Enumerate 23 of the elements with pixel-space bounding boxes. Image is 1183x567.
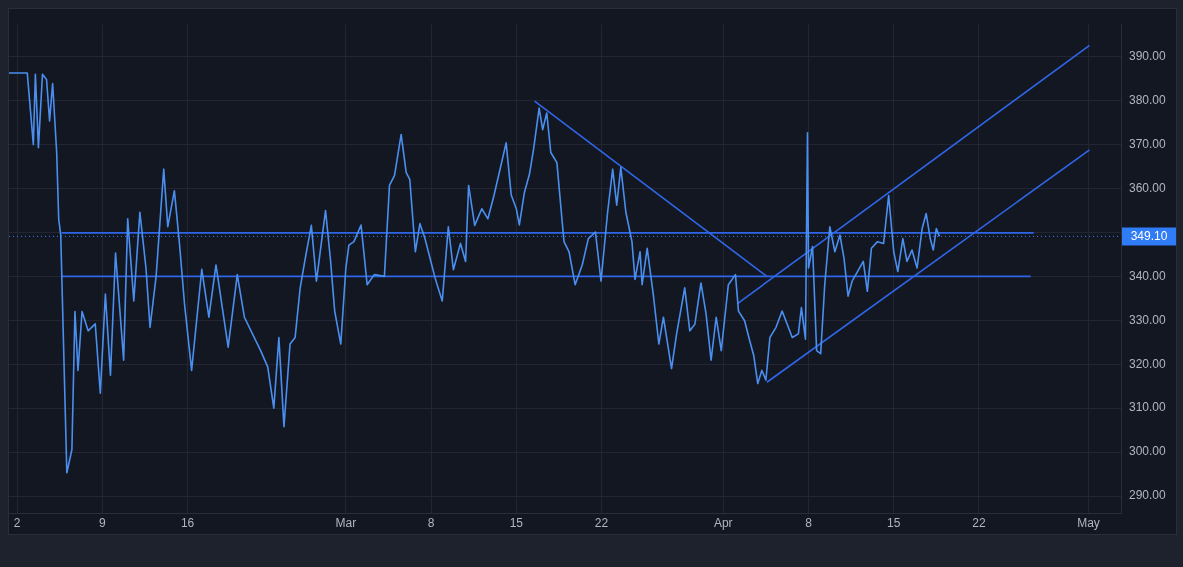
x-tick-label: 15 — [887, 516, 901, 531]
x-tick-label: Apr — [713, 516, 733, 531]
y-tick-label: 390.00 — [1129, 49, 1167, 64]
x-tick-label: May — [1077, 516, 1100, 531]
x-tick-label: Mar — [335, 516, 357, 531]
x-tick-label: 2 — [13, 516, 21, 531]
x-tick-label: 9 — [99, 516, 106, 531]
x-tick-label: 16 — [180, 516, 195, 531]
ref-line-label: 349.10 — [1130, 228, 1168, 243]
y-tick-label: 300.00 — [1129, 444, 1167, 459]
y-tick-label: 330.00 — [1129, 312, 1167, 327]
x-tick-label: 22 — [594, 516, 609, 531]
y-tick-label: 290.00 — [1129, 488, 1167, 503]
y-tick-label: 360.00 — [1129, 180, 1167, 195]
x-tick-label: 8 — [805, 516, 813, 531]
x-tick-label: 22 — [972, 516, 986, 531]
y-tick-label: 340.00 — [1129, 268, 1167, 283]
y-tick-label: 380.00 — [1129, 92, 1167, 107]
y-tick-label: 320.00 — [1129, 356, 1167, 371]
y-tick-label: 310.00 — [1129, 400, 1167, 415]
x-tick-label: 8 — [427, 516, 435, 531]
x-tick-label: 15 — [509, 516, 524, 531]
y-tick-label: 370.00 — [1129, 136, 1167, 151]
